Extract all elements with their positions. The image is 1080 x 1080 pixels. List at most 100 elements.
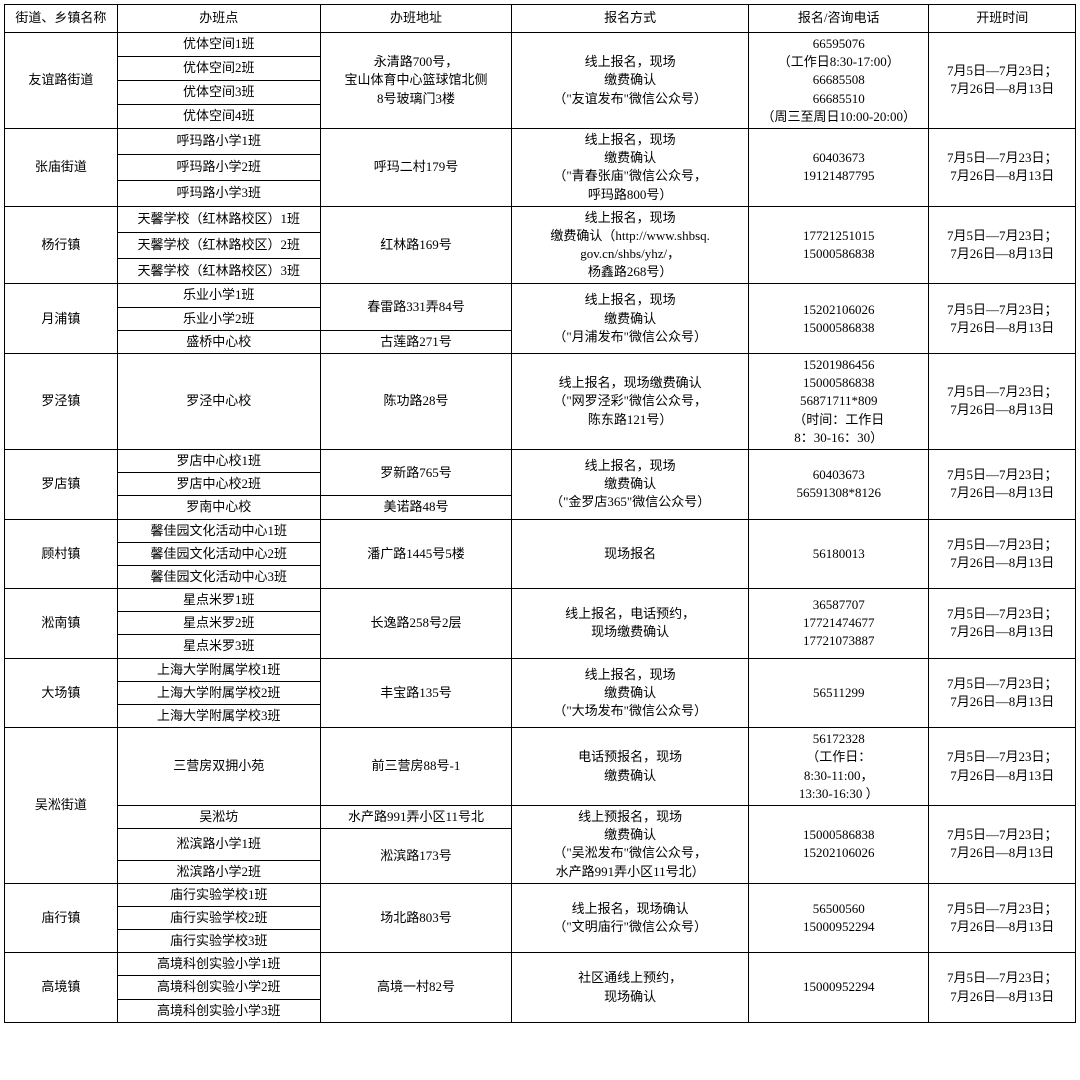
- addr: 场北路803号: [320, 883, 512, 953]
- method: 线上报名，现场缴费确认（"网罗泾彩"微信公众号，陈东路121号）: [512, 354, 749, 450]
- header-row: 街道、乡镇名称 办班点 办班地址 报名方式 报名/咨询电话 开班时间: [5, 5, 1076, 33]
- district: 罗泾镇: [5, 354, 118, 450]
- addr: 春雷路331弄84号: [320, 284, 512, 330]
- method: 线上报名，现场缴费确认（"青春张庙"微信公众号，呼玛路800号）: [512, 128, 749, 206]
- site: 优体空间2班: [117, 56, 320, 80]
- addr: 前三营房88号-1: [320, 728, 512, 806]
- time: 7月5日—7月23日；7月26日—8月13日: [929, 206, 1076, 284]
- phone: 15000952294: [749, 953, 929, 1023]
- phone: 365877071772147467717721073887: [749, 589, 929, 659]
- site: 乐业小学2班: [117, 307, 320, 330]
- table-row: 杨行镇 天馨学校（红林路校区）1班 红林路169号 线上报名，现场缴费确认（ht…: [5, 206, 1076, 232]
- time: 7月5日—7月23日；7月26日—8月13日: [929, 354, 1076, 450]
- phone: 56180013: [749, 519, 929, 589]
- site: 呼玛路小学3班: [117, 180, 320, 206]
- site: 馨佳园文化活动中心3班: [117, 565, 320, 588]
- time: 7月5日—7月23日；7月26日—8月13日: [929, 589, 1076, 659]
- addr: 丰宝路135号: [320, 658, 512, 728]
- table-row: 吴淞街道 三营房双拥小苑 前三营房88号-1 电话预报名，现场缴费确认 5617…: [5, 728, 1076, 806]
- time: 7月5日—7月23日；7月26日—8月13日: [929, 449, 1076, 519]
- site: 上海大学附属学校1班: [117, 658, 320, 681]
- method: 社区通线上预约，现场确认: [512, 953, 749, 1023]
- h-method: 报名方式: [512, 5, 749, 33]
- method: 线上报名，现场缴费确认（"金罗店365"微信公众号）: [512, 449, 749, 519]
- site: 呼玛路小学2班: [117, 154, 320, 180]
- phone: 152019864561500058683856871711*809（时间：工作…: [749, 354, 929, 450]
- district: 吴淞街道: [5, 728, 118, 884]
- time: 7月5日—7月23日；7月26日—8月13日: [929, 728, 1076, 806]
- phone: 66595076（工作日8:30-17:00）6668550866685510（…: [749, 33, 929, 129]
- district: 淞南镇: [5, 589, 118, 659]
- phone: 6040367319121487795: [749, 128, 929, 206]
- addr: 水产路991弄小区11号北: [320, 805, 512, 828]
- table-row: 罗泾镇 罗泾中心校 陈功路28号 线上报名，现场缴费确认（"网罗泾彩"微信公众号…: [5, 354, 1076, 450]
- site: 优体空间3班: [117, 80, 320, 104]
- method: 线上报名，电话预约，现场缴费确认: [512, 589, 749, 659]
- phone: 56511299: [749, 658, 929, 728]
- time: 7月5日—7月23日；7月26日—8月13日: [929, 519, 1076, 589]
- site: 优体空间1班: [117, 33, 320, 57]
- phone: 6040367356591308*8126: [749, 449, 929, 519]
- h-phone: 报名/咨询电话: [749, 5, 929, 33]
- addr: 长逸路258号2层: [320, 589, 512, 659]
- addr: 红林路169号: [320, 206, 512, 284]
- site: 优体空间4班: [117, 104, 320, 128]
- site: 罗泾中心校: [117, 354, 320, 450]
- site: 高境科创实验小学1班: [117, 953, 320, 976]
- schedule-table: 街道、乡镇名称 办班点 办班地址 报名方式 报名/咨询电话 开班时间 友谊路街道…: [4, 4, 1076, 1023]
- table-row: 张庙街道 呼玛路小学1班 呼玛二村179号 线上报名，现场缴费确认（"青春张庙"…: [5, 128, 1076, 154]
- site: 乐业小学1班: [117, 284, 320, 307]
- site: 罗南中心校: [117, 496, 320, 519]
- phone: 1772125101515000586838: [749, 206, 929, 284]
- method: 线上报名，现场缴费确认（"月浦发布"微信公众号）: [512, 284, 749, 354]
- site: 呼玛路小学1班: [117, 128, 320, 154]
- site: 天馨学校（红林路校区）2班: [117, 232, 320, 258]
- site: 天馨学校（红林路校区）3班: [117, 258, 320, 284]
- table-row: 大场镇 上海大学附属学校1班 丰宝路135号 线上报名，现场缴费确认（"大场发布…: [5, 658, 1076, 681]
- phone: 5650056015000952294: [749, 883, 929, 953]
- time: 7月5日—7月23日；7月26日—8月13日: [929, 284, 1076, 354]
- site: 罗店中心校1班: [117, 449, 320, 472]
- site: 上海大学附属学校2班: [117, 681, 320, 704]
- site: 星点米罗2班: [117, 612, 320, 635]
- district: 月浦镇: [5, 284, 118, 354]
- addr: 高境一村82号: [320, 953, 512, 1023]
- district: 杨行镇: [5, 206, 118, 284]
- h-addr: 办班地址: [320, 5, 512, 33]
- method: 现场报名: [512, 519, 749, 589]
- phone: 56172328（工作日：8:30-11:00，13:30-16:30 ）: [749, 728, 929, 806]
- addr: 呼玛二村179号: [320, 128, 512, 206]
- site: 庙行实验学校1班: [117, 883, 320, 906]
- addr: 淞滨路173号: [320, 829, 512, 884]
- time: 7月5日—7月23日；7月26日—8月13日: [929, 33, 1076, 129]
- addr: 永清路700号，宝山体育中心篮球馆北侧8号玻璃门3楼: [320, 33, 512, 129]
- site: 上海大学附属学校3班: [117, 705, 320, 728]
- site: 淞滨路小学1班: [117, 829, 320, 860]
- addr: 罗新路765号: [320, 449, 512, 495]
- table-row: 顾村镇 馨佳园文化活动中心1班 潘广路1445号5楼 现场报名 56180013…: [5, 519, 1076, 542]
- site: 馨佳园文化活动中心1班: [117, 519, 320, 542]
- district: 张庙街道: [5, 128, 118, 206]
- site: 三营房双拥小苑: [117, 728, 320, 806]
- method: 线上报名，现场缴费确认（"友谊发布"微信公众号）: [512, 33, 749, 129]
- time: 7月5日—7月23日；7月26日—8月13日: [929, 883, 1076, 953]
- site: 馨佳园文化活动中心2班: [117, 542, 320, 565]
- district: 庙行镇: [5, 883, 118, 953]
- table-row: 月浦镇 乐业小学1班 春雷路331弄84号 线上报名，现场缴费确认（"月浦发布"…: [5, 284, 1076, 307]
- site: 庙行实验学校3班: [117, 930, 320, 953]
- site: 罗店中心校2班: [117, 473, 320, 496]
- addr: 潘广路1445号5楼: [320, 519, 512, 589]
- phone: 1500058683815202106026: [749, 805, 929, 883]
- table-row: 淞南镇 星点米罗1班 长逸路258号2层 线上报名，电话预约，现场缴费确认 36…: [5, 589, 1076, 612]
- table-row: 高境镇 高境科创实验小学1班 高境一村82号 社区通线上预约，现场确认 1500…: [5, 953, 1076, 976]
- method: 电话预报名，现场缴费确认: [512, 728, 749, 806]
- method: 线上报名，现场缴费确认（"大场发布"微信公众号）: [512, 658, 749, 728]
- table-row: 庙行镇 庙行实验学校1班 场北路803号 线上报名，现场确认（"文明庙行"微信公…: [5, 883, 1076, 906]
- addr: 美诺路48号: [320, 496, 512, 519]
- h-time: 开班时间: [929, 5, 1076, 33]
- district: 顾村镇: [5, 519, 118, 589]
- addr: 古莲路271号: [320, 330, 512, 353]
- table-row: 友谊路街道 优体空间1班 永清路700号，宝山体育中心篮球馆北侧8号玻璃门3楼 …: [5, 33, 1076, 57]
- phone: 1520210602615000586838: [749, 284, 929, 354]
- time: 7月5日—7月23日；7月26日—8月13日: [929, 953, 1076, 1023]
